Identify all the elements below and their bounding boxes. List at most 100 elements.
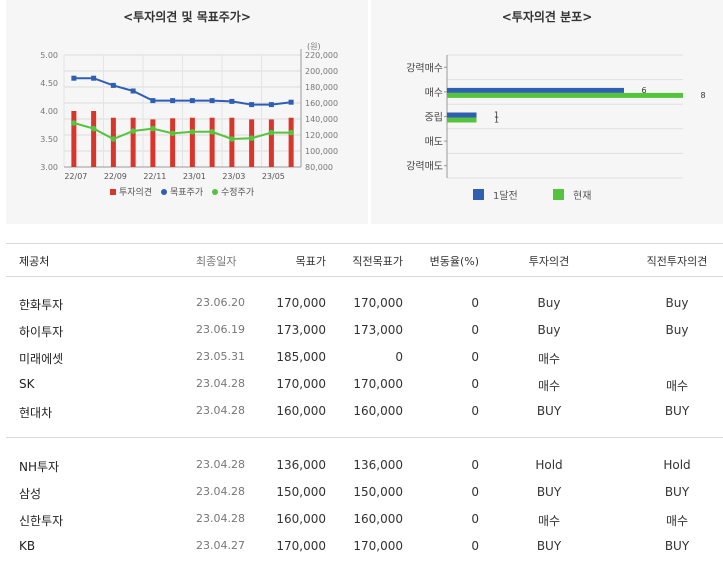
opinion-bar	[170, 118, 176, 167]
right-chart-title: <투자의견 분포>	[501, 10, 593, 24]
legend-swatch	[473, 189, 484, 200]
row-prev-opinion: Hold	[663, 458, 691, 472]
row-date: 23.06.19	[196, 323, 245, 336]
row-target-price: 170,000	[276, 296, 326, 310]
y-right-tick-label: 80,000	[305, 163, 333, 172]
row-opinion: Buy	[537, 296, 561, 310]
opinion-bar	[189, 117, 195, 167]
y-right-tick-label: 200,000	[305, 67, 338, 76]
row-target-price: 160,000	[276, 512, 326, 526]
row-date: 23.04.28	[196, 458, 245, 471]
opinion-target-price-chart: 220,000 200,000 180,000 160,000 140,000 120,0…	[40, 42, 338, 198]
target-price-point	[170, 98, 176, 104]
legend-swatch	[553, 189, 564, 200]
opinion-target-price-panel: <투자의견 및 목표주가> 220,000 200,000 180,000 160,0…	[6, 0, 368, 224]
header-prev-target: 직전목표가	[352, 255, 403, 268]
row-prev-opinion: BUY	[664, 485, 690, 499]
target-price-line	[73, 77, 292, 106]
opinion-distribution-panel: <투자의견 분포> 강력매수 매수 중립 매도 강력매도 6 1 8 1 1달전 현재	[371, 0, 723, 224]
row-prev-target-price: 170,000	[353, 296, 403, 310]
row-prev-target-price: 136,000	[353, 458, 403, 472]
x-tick-label: 23/03	[222, 172, 245, 181]
opinion-bar	[249, 119, 255, 167]
row-target-price: 136,000	[276, 458, 326, 472]
row-prev-target-price: 173,000	[353, 323, 403, 337]
row-target-price: 173,000	[276, 323, 326, 337]
legend-swatch	[212, 189, 218, 195]
category-label: 강력매수	[406, 62, 443, 74]
category-label: 강력매도	[406, 161, 443, 173]
group-divider	[6, 437, 723, 438]
adjusted-price-point	[288, 129, 294, 136]
row-provider: 삼성	[19, 487, 42, 501]
opinion-bar	[209, 117, 215, 167]
y-left-tick-label: 3.50	[40, 135, 58, 144]
row-opinion: 매수	[537, 514, 561, 528]
row-date: 23.04.28	[196, 485, 245, 498]
row-opinion: BUY	[536, 539, 562, 553]
row-prev-opinion: Buy	[665, 296, 689, 310]
row-date: 23.04.28	[196, 404, 245, 417]
row-provider: 현대차	[19, 406, 53, 420]
opinion-bar	[288, 117, 294, 167]
bar-value-label: 1	[494, 116, 499, 125]
category-label: 중립	[425, 111, 443, 124]
row-date: 23.04.28	[196, 377, 245, 390]
row-prev-opinion: BUY	[664, 404, 690, 418]
row-provider: NH투자	[19, 460, 60, 474]
row-prev-opinion: 매수	[665, 514, 689, 528]
y-right-tick-label: 140,000	[305, 115, 338, 124]
x-tick-label: 22/07	[64, 172, 87, 181]
row-change-rate: 0	[471, 350, 479, 364]
header-divider	[6, 276, 723, 277]
current-bar	[447, 117, 477, 123]
row-prev-opinion: Buy	[665, 323, 689, 337]
opinion-bar	[130, 117, 136, 167]
prev-month-bar	[447, 112, 477, 118]
row-prev-target-price: 170,000	[353, 377, 403, 391]
header-change: 변동율(%)	[429, 255, 479, 268]
opinion-bar	[268, 119, 274, 167]
y-right-tick-label: 160,000	[305, 99, 338, 108]
opinion-bar	[71, 111, 77, 167]
target-price-point	[110, 82, 116, 88]
adjusted-price-line	[73, 122, 292, 141]
row-date: 23.06.20	[196, 296, 245, 309]
y-left-tick-label: 4.50	[40, 79, 58, 88]
row-change-rate: 0	[471, 323, 479, 337]
y-right-unit: (원)	[307, 42, 321, 51]
legend-label: 투자의견	[119, 186, 152, 198]
opinion-bar	[91, 111, 97, 167]
row-change-rate: 0	[471, 404, 479, 418]
adjusted-price-point	[189, 129, 196, 135]
target-price-point	[288, 99, 294, 105]
adjusted-price-point	[71, 120, 77, 126]
table-top-divider	[6, 243, 723, 244]
header-prev-opinion: 직전투자의견	[646, 255, 708, 268]
row-target-price: 170,000	[276, 377, 326, 391]
row-change-rate: 0	[471, 485, 479, 499]
row-date: 23.04.28	[196, 512, 245, 525]
row-opinion: 매수	[537, 379, 561, 393]
row-provider: KB	[19, 539, 36, 553]
row-opinion: BUY	[536, 485, 562, 499]
target-price-point	[249, 102, 255, 108]
row-target-price: 170,000	[276, 539, 326, 553]
target-price-point	[71, 75, 77, 81]
opinion-bar	[150, 119, 156, 167]
row-change-rate: 0	[471, 539, 479, 553]
target-price-point	[268, 102, 274, 108]
y-right-tick-label: 120,000	[305, 131, 338, 140]
target-price-point	[189, 98, 195, 104]
row-prev-target-price: 160,000	[353, 512, 403, 526]
bar-value-label: 8	[700, 91, 705, 100]
x-tick-label: 22/11	[143, 172, 166, 181]
adjusted-price-point	[209, 129, 215, 135]
row-opinion: BUY	[536, 404, 562, 418]
opinion-bar	[229, 117, 235, 167]
legend-swatch	[161, 189, 167, 195]
adjusted-price-point	[248, 135, 255, 141]
row-opinion: Hold	[535, 458, 563, 472]
row-prev-opinion: BUY	[664, 539, 690, 553]
